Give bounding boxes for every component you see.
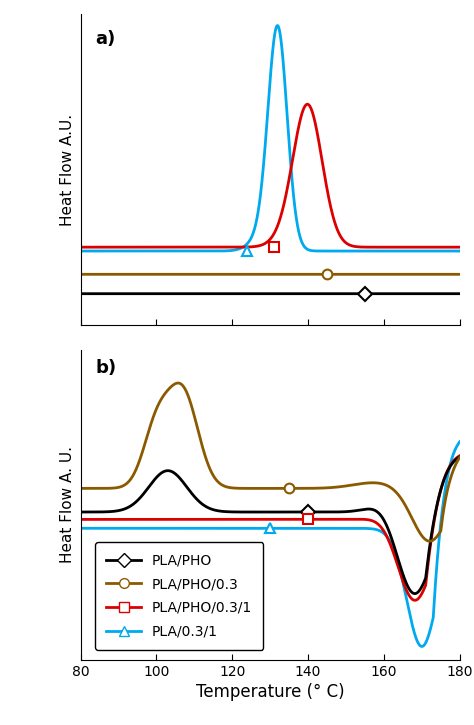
Y-axis label: Heat Flow A.U.: Heat Flow A.U. (60, 114, 75, 225)
Text: b): b) (96, 359, 117, 377)
Y-axis label: Heat Flow A. U.: Heat Flow A. U. (60, 446, 75, 563)
Legend: PLA/PHO, PLA/PHO/0.3, PLA/PHO/0.3/1, PLA/0.3/1: PLA/PHO, PLA/PHO/0.3, PLA/PHO/0.3/1, PLA… (95, 542, 264, 650)
Text: a): a) (96, 30, 116, 48)
X-axis label: Temperature (° C): Temperature (° C) (196, 683, 345, 701)
